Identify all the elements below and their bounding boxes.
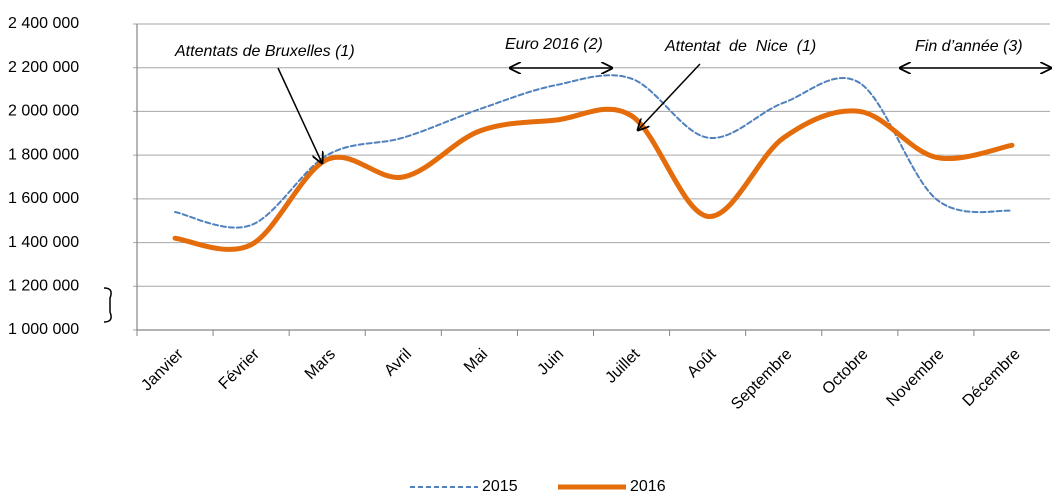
annotation-arrow [277,67,322,163]
annotation: Euro 2016 (2) [505,36,603,53]
series-line [174,74,1013,229]
x-tick-label: Février [216,345,264,393]
x-tick-label: Juillet [602,345,643,386]
x-tick-label: Juin [534,346,567,379]
annotation: Attentat de Nice (1) [664,38,816,55]
axis-break [103,287,112,323]
lines [172,74,1015,252]
annotation-arrow [638,63,701,130]
y-tick-label: 1 000 000 [8,321,79,338]
x-tick-label: Octobre [819,346,871,398]
y-tick-label: 1 800 000 [8,146,79,163]
x-tick-label: Avril [381,346,415,380]
y-tick-label: 2 000 000 [8,103,79,120]
annotation: Fin d’année (3) [915,38,1023,55]
grid [133,23,1050,336]
y-tick-label: 1 200 000 [8,278,79,295]
y-tick-label: 2 200 000 [8,59,79,76]
x-tick-label: Août [684,345,720,381]
x-tick-label: Novembre [883,346,947,410]
y-tick-label: 2 400 000 [8,15,79,32]
x-tick-label: Décembre [960,346,1024,410]
x-tick-label: Mars [302,346,339,383]
annotation: Attentats de Bruxelles (1) [174,43,355,60]
y-tick-label: 1 400 000 [8,234,79,251]
x-tick-label: Janvier [138,345,187,394]
x-tick-label: Septembre [728,346,795,413]
x-tick-label: Mai [461,346,491,376]
y-tick-label: 1 600 000 [8,190,79,207]
series-line [172,106,1015,252]
legend-label: 2015 [482,478,518,495]
legend-label: 2016 [630,478,666,495]
